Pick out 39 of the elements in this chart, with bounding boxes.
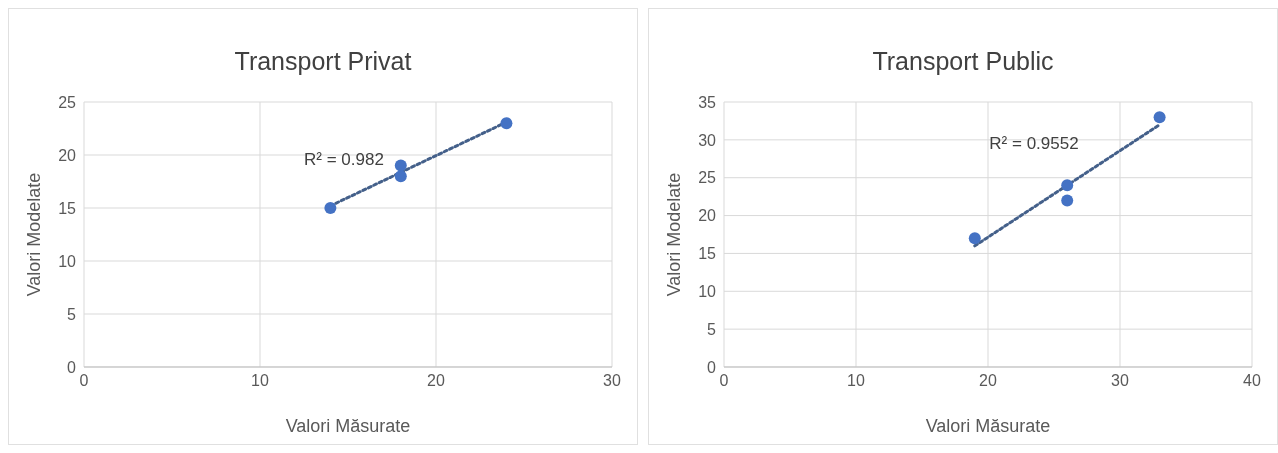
point — [324, 202, 337, 214]
x-axis-title: Valori Măsurate — [925, 415, 1051, 436]
y-axis-title: Valori Modelate — [24, 172, 45, 297]
y-tick-label: 0 — [707, 358, 717, 376]
y-tick-label: 30 — [698, 131, 717, 149]
y-tick-label: 15 — [698, 245, 717, 263]
x-tick-label: 30 — [1111, 372, 1129, 390]
x-tick-label: 30 — [603, 372, 621, 390]
x-tick-label: 20 — [979, 372, 997, 390]
point — [1153, 111, 1166, 124]
point — [968, 232, 981, 245]
point — [394, 159, 407, 172]
y-tick-label: 5 — [707, 320, 717, 338]
y-tick-label: 25 — [58, 93, 77, 111]
y-tick-label: 20 — [698, 207, 717, 225]
point — [1061, 179, 1074, 192]
point — [394, 170, 407, 183]
annotation: R² = 0.982 — [304, 150, 384, 169]
x-tick-label: 40 — [1243, 372, 1261, 390]
y-tick-label: 10 — [698, 282, 717, 300]
y-tick-label: 20 — [58, 146, 77, 164]
point — [500, 117, 513, 130]
y-tick-label: 10 — [58, 252, 77, 270]
annotation: R² = 0.9552 — [989, 134, 1079, 153]
x-tick-label: 0 — [719, 372, 729, 390]
y-tick-label: 35 — [698, 93, 717, 111]
y-tick-label: 25 — [698, 169, 717, 187]
x-axis-title: Valori Măsurate — [285, 415, 411, 436]
x-tick-label: 0 — [79, 372, 89, 390]
y-tick-label: 0 — [67, 358, 77, 376]
x-tick-label: 10 — [251, 372, 269, 390]
x-tick-label: 10 — [847, 372, 865, 390]
chart-title: Transport Privat — [233, 47, 413, 77]
chart-title: Transport Public — [871, 47, 1055, 77]
y-tick-label: 15 — [58, 199, 77, 217]
y-axis-title: Valori Modelate — [664, 172, 685, 297]
point — [1061, 194, 1074, 207]
y-tick-label: 5 — [67, 305, 77, 323]
x-tick-label: 20 — [427, 372, 445, 390]
